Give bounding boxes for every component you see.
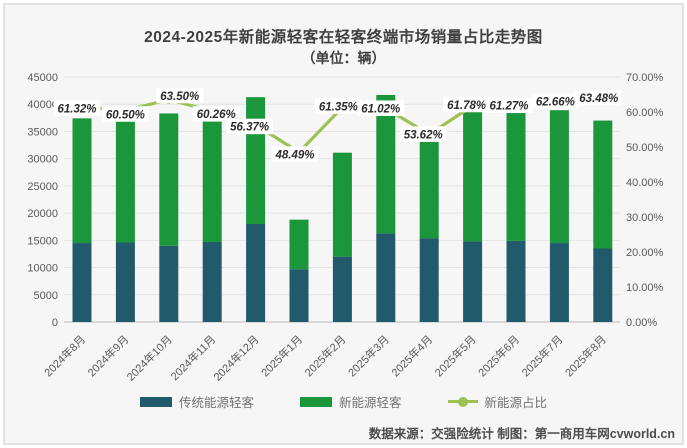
bar-traditional-2025年7月: [549, 243, 569, 322]
share-label: 63.50%: [160, 91, 199, 103]
bar-new-energy-2024年8月: [72, 118, 92, 244]
left-axis-tick: 15000: [27, 235, 58, 247]
left-axis-tick: 25000: [27, 181, 58, 193]
bar-new-energy-2025年7月: [549, 110, 569, 244]
x-axis-label-2025年5月: 2025年5月: [432, 332, 479, 379]
bar-traditional-2024年9月: [115, 242, 135, 322]
share-label: 61.27%: [489, 101, 528, 113]
bar-traditional-2025年2月: [332, 256, 352, 322]
right-axis-tick: 30.00%: [626, 212, 664, 224]
share-label: 53.62%: [404, 129, 443, 141]
left-axis-tick: 40000: [27, 99, 58, 111]
share-label-bg: [357, 100, 405, 116]
legend-dot-icon: [457, 396, 468, 407]
legend-swatch-traditional: [139, 396, 172, 407]
legend-line-marker-icon: [447, 396, 478, 407]
share-label-bg: [575, 89, 623, 106]
x-axis-label-2025年4月: 2025年4月: [388, 332, 435, 379]
share-label-bg: [443, 96, 491, 113]
x-axis-label-2025年2月: 2025年2月: [301, 332, 348, 379]
legend-label-new-energy: 新能源轻客: [338, 396, 402, 410]
left-axis-tick: 20000: [27, 208, 58, 220]
share-label: 61.32%: [57, 103, 96, 115]
bar-new-energy-2024年10月: [159, 113, 179, 246]
left-axis-tick: 5000: [34, 290, 58, 302]
chart-subtitle: （单位：辆）: [301, 50, 386, 66]
left-axis-tick: 0: [52, 317, 58, 329]
x-axis-label-2024年9月: 2024年9月: [84, 332, 131, 379]
bar-new-energy-2025年6月: [506, 112, 526, 241]
share-label: 60.26%: [197, 109, 236, 121]
right-axis-tick: 10.00%: [626, 282, 664, 294]
bar-new-energy-2025年4月: [419, 141, 439, 239]
bar-traditional-2025年3月: [376, 233, 396, 322]
share-label: 62.66%: [536, 97, 575, 109]
bar-traditional-2024年8月: [72, 243, 92, 322]
share-label-bg: [485, 97, 533, 114]
x-axis-label-2024年12月: 2024年12月: [210, 332, 261, 383]
bar-new-energy-2025年8月: [593, 120, 613, 249]
bar-new-energy-2025年3月: [376, 94, 396, 234]
share-label-bg: [101, 106, 149, 122]
right-axis-tick: 20.00%: [626, 247, 664, 259]
share-label-bg: [399, 126, 447, 142]
left-axis-tick: 10000: [27, 263, 58, 275]
legend-label-traditional: 传统能源轻客: [178, 396, 254, 410]
left-axis-tick: 35000: [27, 126, 58, 138]
share-label: 60.50%: [106, 109, 145, 121]
share-label-bg: [226, 118, 274, 135]
left-axis-tick: 30000: [27, 154, 58, 166]
bar-traditional-2024年11月: [202, 241, 222, 322]
right-axis-tick: 0.00%: [626, 317, 657, 329]
x-axis-label-2025年1月: 2025年1月: [258, 332, 305, 379]
legend-swatch-new-energy: [299, 396, 332, 407]
chart-title: 2024-2025年新能源轻客在轻客终端市场销量占比走势图: [144, 29, 543, 46]
x-axis-label-2024年10月: 2024年10月: [124, 332, 175, 383]
x-axis-label-2024年8月: 2024年8月: [41, 332, 88, 379]
share-label-bg: [53, 100, 101, 116]
bar-traditional-2024年12月: [246, 224, 266, 322]
bar-new-energy-2024年11月: [202, 121, 222, 242]
right-axis-tick: 50.00%: [626, 142, 664, 154]
bar-traditional-2025年4月: [419, 238, 439, 322]
share-label-bg: [531, 93, 579, 110]
bar-traditional-2025年5月: [463, 241, 483, 322]
x-axis-label-2025年7月: 2025年7月: [518, 332, 565, 379]
bar-new-energy-2024年9月: [115, 120, 135, 243]
left-axis-tick: 45000: [27, 72, 58, 84]
legend-item-share-line: 新能源占比: [447, 392, 548, 411]
bar-traditional-2024年10月: [159, 245, 179, 322]
x-axis-label-2025年8月: 2025年8月: [562, 332, 609, 379]
bar-traditional-2025年8月: [593, 248, 613, 322]
right-axis-tick: 70.00%: [626, 72, 664, 84]
bar-new-energy-2025年2月: [332, 152, 352, 257]
bar-new-energy-2025年1月: [289, 219, 309, 270]
right-axis-tick: 40.00%: [626, 177, 664, 189]
share-label: 56.37%: [230, 122, 269, 134]
share-label: 61.35%: [319, 101, 358, 113]
share-label: 63.48%: [579, 93, 618, 105]
share-label-bg: [314, 98, 362, 114]
bar-traditional-2025年1月: [289, 269, 309, 322]
right-axis-tick: 60.00%: [626, 107, 664, 119]
share-label-bg: [192, 106, 240, 122]
share-label: 61.78%: [447, 100, 486, 112]
bar-new-energy-2024年12月: [246, 97, 266, 224]
legend-item-traditional: 传统能源轻客: [139, 392, 254, 411]
bar-traditional-2025年6月: [506, 240, 526, 322]
source-note: 数据来源：交强险统计 制图：第一商用车网cvworld.cn: [368, 427, 675, 441]
legend-label-share: 新能源占比: [484, 396, 548, 410]
share-label: 61.02%: [361, 103, 400, 115]
legend-item-new-energy: 新能源轻客: [299, 392, 402, 411]
x-axis-label-2025年3月: 2025年3月: [345, 332, 392, 379]
share-label-bg: [271, 146, 319, 162]
chart-legend: 传统能源轻客 新能源轻客 新能源占比: [0, 392, 687, 411]
bar-new-energy-2025年5月: [463, 111, 483, 242]
x-axis-label-2025年6月: 2025年6月: [475, 332, 522, 379]
share-label: 48.49%: [274, 149, 314, 161]
share-label-bg: [156, 87, 204, 104]
